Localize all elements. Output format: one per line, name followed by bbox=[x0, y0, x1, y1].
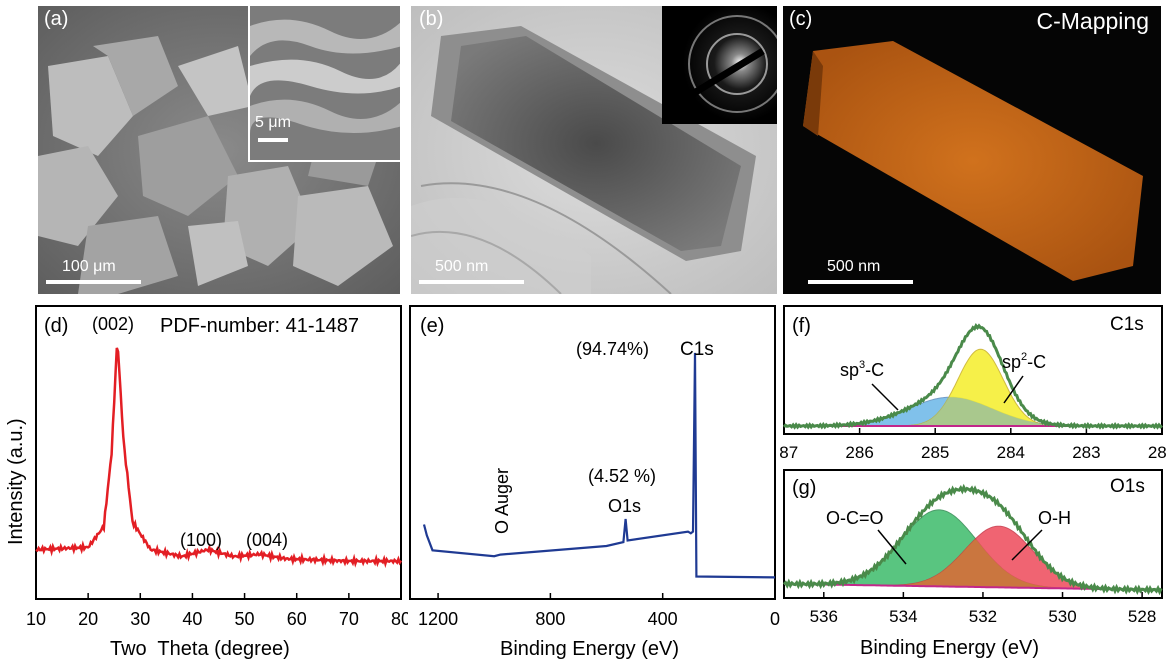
o-auger-label: O Auger bbox=[492, 468, 512, 534]
o1s-x-tick-label: 532 bbox=[969, 607, 997, 626]
sem-scale-text: 100 μm bbox=[62, 258, 116, 275]
tem-scale-text: 500 nm bbox=[435, 258, 489, 275]
overlap-fill bbox=[784, 397, 1162, 426]
o1s-label: O1s bbox=[608, 496, 641, 516]
o1s-x-tick-label: 536 bbox=[810, 607, 838, 626]
c1s-x-tick-label: 282 bbox=[1148, 443, 1167, 462]
o1s-x-tick-label: 530 bbox=[1048, 607, 1076, 626]
map-scale-bar bbox=[808, 280, 913, 284]
mapping-title: C-Mapping bbox=[1036, 8, 1150, 34]
survey-x-tick-label: 1200 bbox=[418, 609, 458, 629]
panel-f-label: (f) bbox=[792, 315, 811, 337]
inset-scale-bar bbox=[258, 138, 288, 142]
tem-micrograph bbox=[411, 6, 777, 294]
sem-inset-image bbox=[250, 6, 400, 160]
c1s-chart: 287 286 285 284 283 282 (f) C1s sp3-C sp2-C bbox=[780, 305, 1167, 462]
sp2-leader bbox=[1003, 375, 1024, 404]
tem-scale-bar bbox=[419, 280, 524, 284]
survey-x-tick-label: 0 bbox=[770, 609, 780, 629]
xps-survey-chart: 1200 800 400 0 (e) (94.74%) C1s (4.52 %) O1… bbox=[409, 305, 780, 660]
survey-x-tick-label: 400 bbox=[648, 609, 678, 629]
carbon-map bbox=[803, 41, 1143, 281]
panel-c-label: (c) bbox=[789, 8, 813, 30]
sp3-label: sp3-C bbox=[840, 359, 884, 380]
c1s-x-tick-label: 287 bbox=[780, 443, 798, 462]
sp2-label: sp2-C bbox=[1002, 351, 1046, 372]
c1s-x-tick-label: 285 bbox=[921, 443, 949, 462]
xrd-x-axis-label: Two Theta (degree) bbox=[110, 638, 290, 660]
xrd-x-tick-label: 50 bbox=[235, 609, 255, 629]
xrd-y-axis-label: Intensity (a.u.) bbox=[5, 418, 27, 545]
c1s-envelope bbox=[782, 323, 1163, 430]
survey-frame bbox=[409, 305, 776, 600]
inset-scale-text: 5 μm bbox=[255, 114, 291, 131]
survey-x-tick-label: 800 bbox=[535, 609, 565, 629]
pdf-number: PDF-number: 41-1487 bbox=[160, 315, 359, 337]
sem-inset: 5 μm bbox=[248, 6, 400, 162]
xrd-x-tick-label: 30 bbox=[130, 609, 150, 629]
xrd-x-tick-label: 20 bbox=[78, 609, 98, 629]
peak-100-label: (100) bbox=[180, 530, 222, 550]
panel-b-label: (b) bbox=[419, 8, 444, 30]
xrd-frame bbox=[35, 305, 402, 600]
sem-scale-bar bbox=[46, 280, 141, 284]
c1s-x-tick-label: 283 bbox=[1072, 443, 1100, 462]
c1s-x-tick-label: 284 bbox=[997, 443, 1025, 462]
panel-d-label: (d) bbox=[44, 315, 68, 337]
xrd-x-tick-label: 80 bbox=[391, 609, 408, 629]
c1s-x-tick-label: 286 bbox=[845, 443, 873, 462]
panel-g-label: (g) bbox=[792, 477, 816, 499]
survey-series-line bbox=[422, 352, 776, 579]
oh-leader bbox=[1011, 529, 1043, 561]
sem-image-panel: 5 μm (a) 100 μm bbox=[38, 6, 400, 294]
mapping-image-panel: (c) C-Mapping 500 nm bbox=[783, 6, 1161, 294]
xrd-x-tick-label: 10 bbox=[26, 609, 46, 629]
oco-leader bbox=[877, 529, 907, 565]
o1s-chart: 536 534 532 530 528 (g) O1s O-C=O O-H Bindin… bbox=[782, 469, 1163, 659]
peak-002-label: (002) bbox=[92, 314, 134, 334]
sp3-leader bbox=[871, 383, 899, 411]
xrd-series-line bbox=[35, 347, 403, 569]
oh-label: O-H bbox=[1038, 508, 1071, 528]
panel-a-label: (a) bbox=[44, 8, 69, 30]
survey-x-axis-label: Binding Energy (eV) bbox=[500, 638, 679, 660]
panel-e-label: (e) bbox=[420, 315, 444, 337]
xrd-chart: 10 20 30 40 50 60 70 80 (d) PDF-number: 41-1487… bbox=[5, 305, 408, 660]
o1s-x-tick-label: 534 bbox=[889, 607, 917, 626]
o1s-x-axis-label: Binding Energy (eV) bbox=[860, 637, 1039, 659]
o1s-x-tick-label: 528 bbox=[1128, 607, 1156, 626]
c1s-percent: (94.74%) bbox=[576, 339, 649, 359]
peak-004-label: (004) bbox=[246, 530, 288, 550]
xrd-x-tick-label: 40 bbox=[182, 609, 202, 629]
o1s-overlap-fill bbox=[784, 539, 1162, 590]
o1s-tag: O1s bbox=[1110, 476, 1145, 497]
c1s-tag: C1s bbox=[1110, 314, 1144, 335]
tem-image-panel: (b) 500 nm bbox=[411, 6, 777, 294]
o1s-envelope bbox=[782, 483, 1163, 596]
xrd-x-tick-label: 70 bbox=[339, 609, 359, 629]
c1s-frame bbox=[783, 305, 1163, 435]
oco-label: O-C=O bbox=[826, 508, 884, 528]
o1s-frame bbox=[783, 469, 1163, 599]
c1s-label: C1s bbox=[680, 339, 714, 360]
o1s-percent: (4.52 %) bbox=[588, 466, 656, 486]
map-scale-text: 500 nm bbox=[827, 258, 881, 275]
saed-inset bbox=[662, 6, 777, 124]
xrd-x-tick-label: 60 bbox=[287, 609, 307, 629]
